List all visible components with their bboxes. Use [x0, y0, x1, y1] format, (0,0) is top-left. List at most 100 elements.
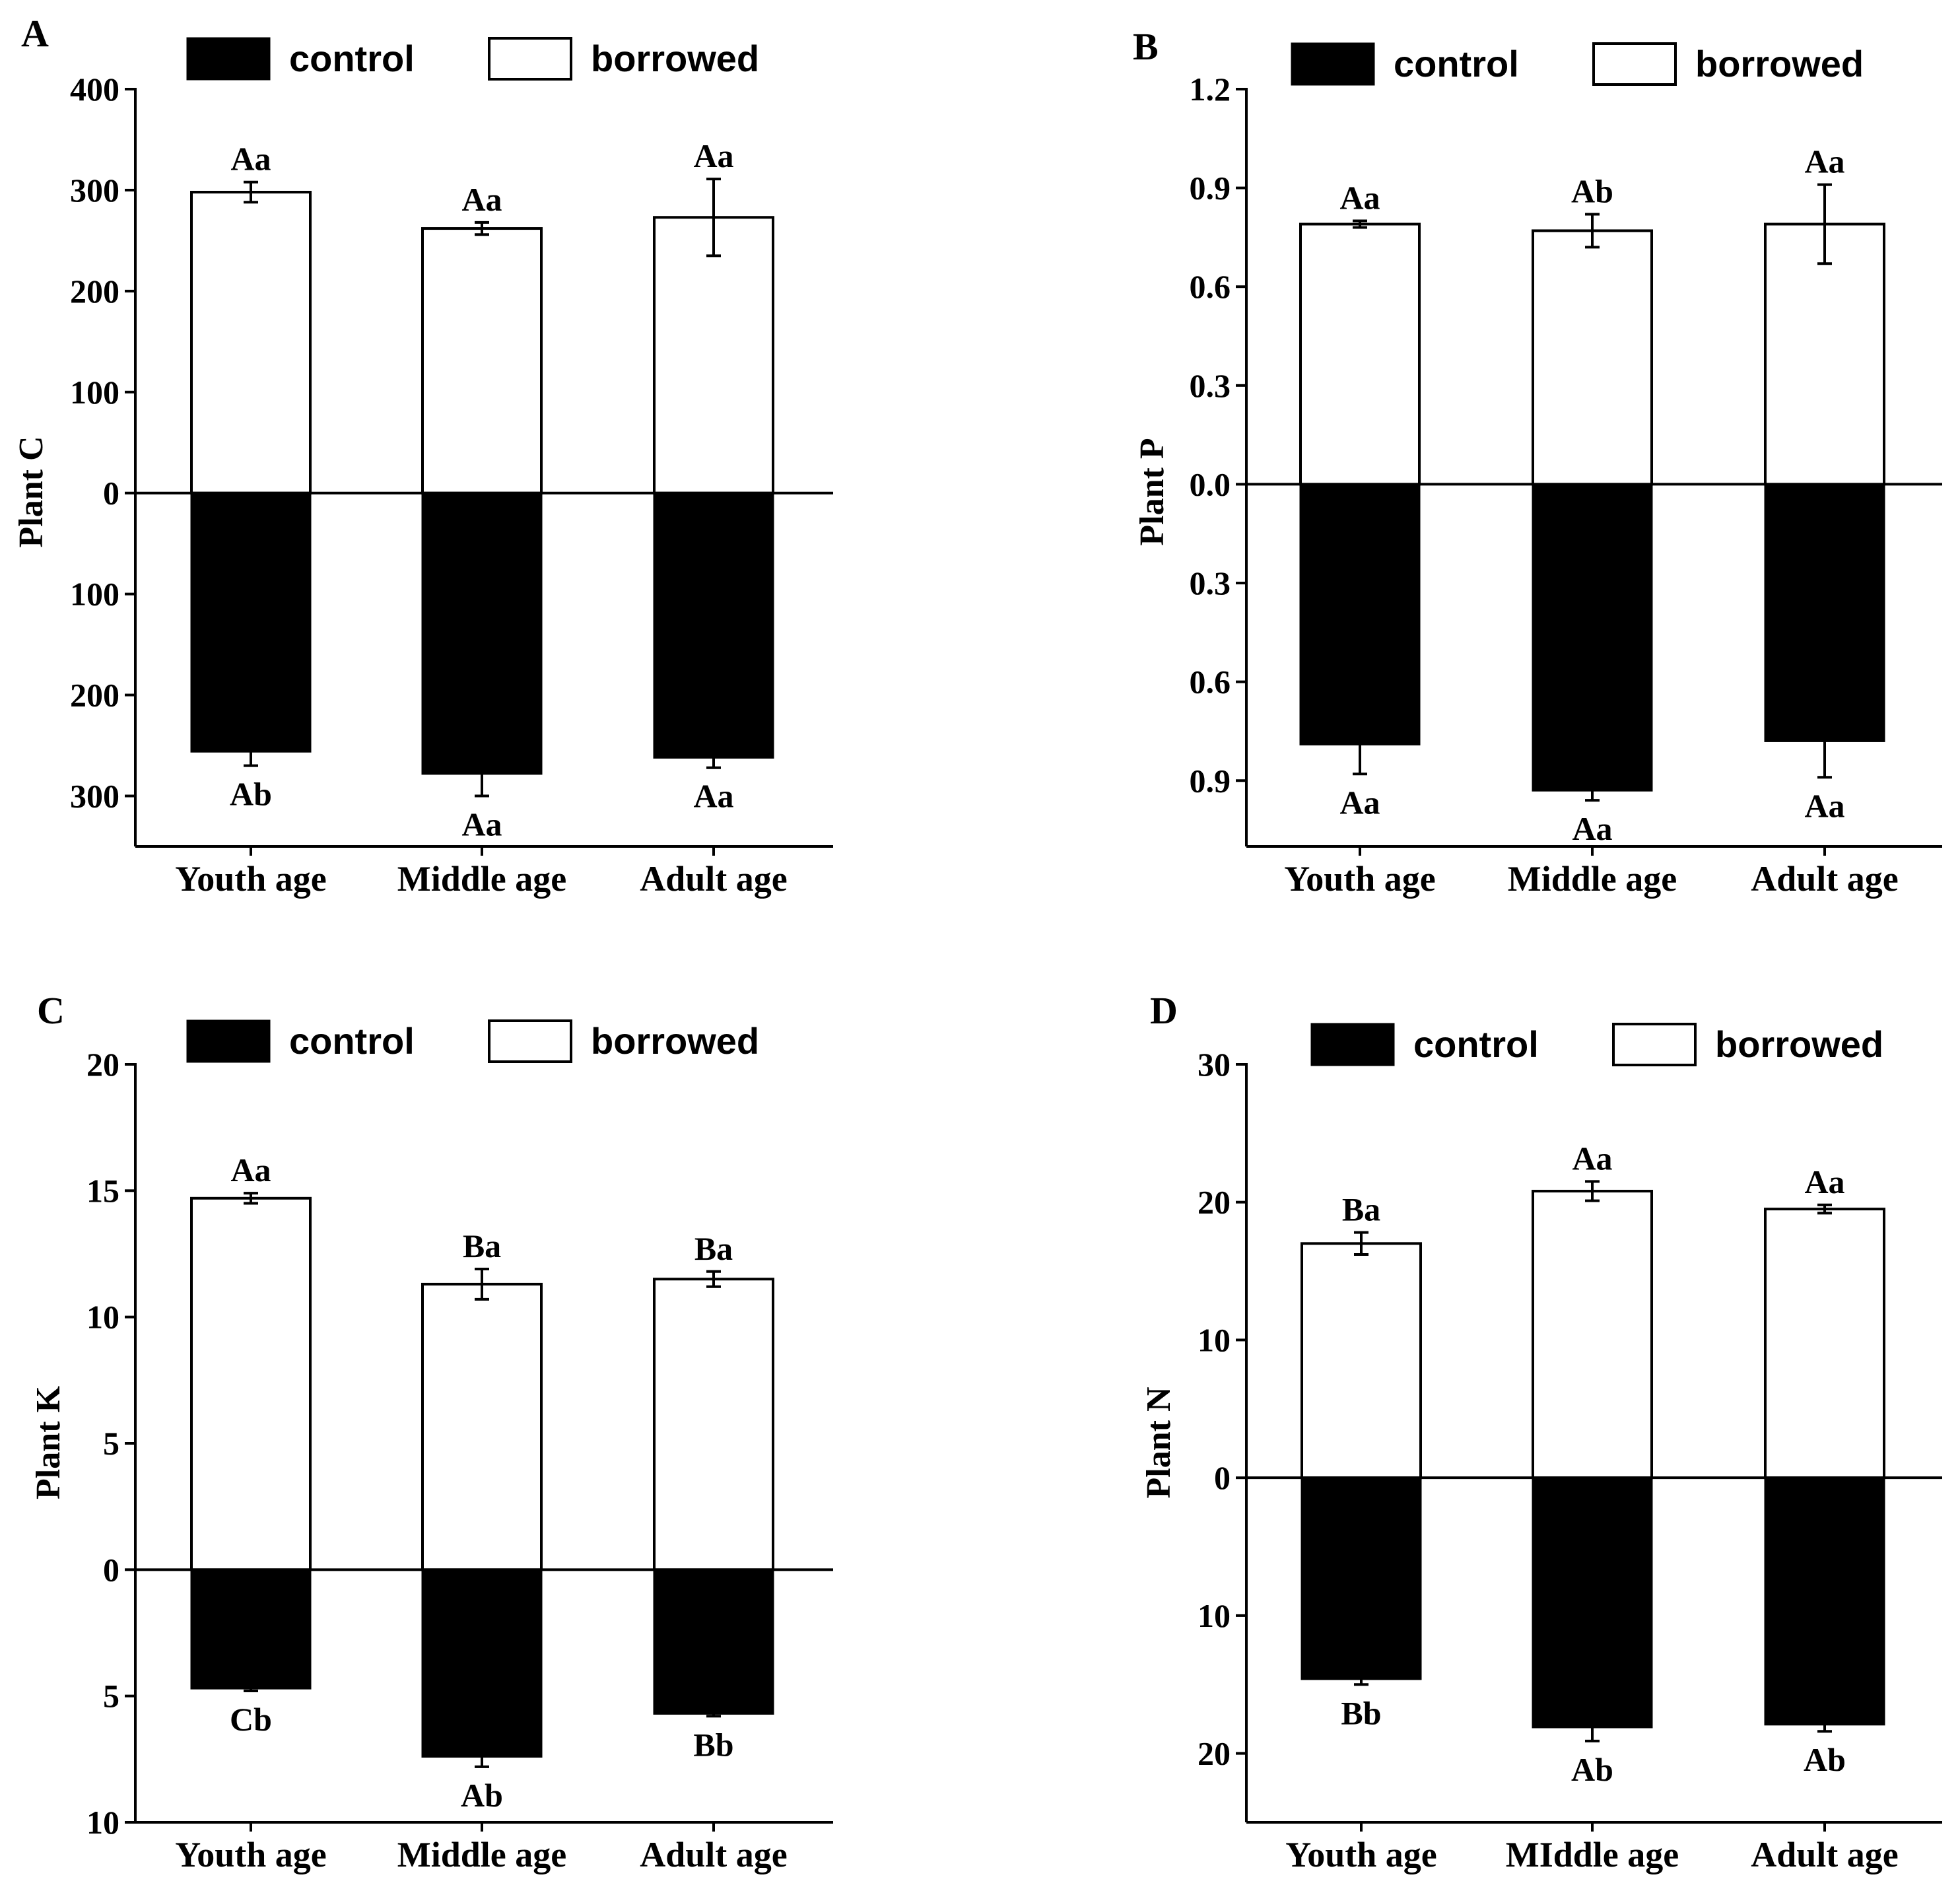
y-tick-label: 0.0 — [1190, 465, 1231, 502]
sig-label-borrowed-1: Ba — [1342, 1191, 1380, 1228]
legend-swatch-control — [186, 1019, 271, 1063]
sig-label-borrowed-1: Aa — [230, 1151, 271, 1188]
x-tick-label-1: Youth age — [175, 1835, 327, 1874]
legend-swatch-borrowed — [488, 1019, 572, 1063]
panel-letter: B — [1133, 25, 1159, 68]
sig-label-borrowed-2: Aa — [461, 181, 502, 218]
legend-label-borrowed: borrowed — [591, 38, 759, 79]
x-tick-label-2: Middle age — [1508, 859, 1677, 899]
y-tick-label: 0.9 — [1190, 762, 1231, 799]
bar-borrowed-1 — [190, 1196, 312, 1571]
y-tick-label: 300 — [70, 172, 119, 209]
legend-label-control: control — [1394, 43, 1519, 85]
legend-swatch-control — [1310, 1023, 1395, 1066]
legend-swatch-control — [1291, 42, 1375, 86]
y-tick-label: 15 — [86, 1172, 119, 1209]
legend-swatch-borrowed — [488, 37, 572, 81]
bar-control-3 — [1764, 1476, 1885, 1726]
sig-label-control-2: Aa — [461, 806, 502, 843]
y-axis-label: Plant P — [1133, 438, 1171, 545]
y-tick-label: 0.6 — [1190, 268, 1231, 305]
bar-control-3 — [653, 1568, 774, 1715]
x-tick-label-2: MIddle age — [1506, 1835, 1679, 1874]
x-tick-label-1: Youth age — [1285, 1835, 1437, 1874]
sig-label-borrowed-3: Ba — [694, 1230, 733, 1267]
bar-borrowed-1 — [190, 190, 312, 495]
sig-label-borrowed-1: Aa — [1339, 179, 1380, 216]
legend-swatch-control — [186, 37, 271, 81]
sig-label-control-1: Cb — [230, 1701, 272, 1738]
y-tick-label: 0.3 — [1190, 367, 1231, 404]
y-tick-label: 300 — [70, 778, 119, 815]
sig-label-control-2: Ab — [461, 1777, 503, 1814]
legend-label-control: control — [289, 1020, 415, 1062]
y-tick-label: 400 — [70, 71, 119, 108]
y-tick-label: 10 — [86, 1804, 119, 1841]
y-tick-label: 0.9 — [1190, 170, 1231, 207]
bar-borrowed-1 — [1301, 1242, 1422, 1480]
x-tick-label-3: Adult age — [640, 1835, 788, 1874]
sig-label-control-1: Ab — [230, 776, 272, 813]
legend-label-borrowed: borrowed — [1715, 1023, 1883, 1065]
legend: control borrowed — [1310, 1023, 1883, 1066]
sig-label-borrowed-3: Aa — [1804, 1163, 1844, 1200]
y-tick-label: 10 — [1198, 1321, 1231, 1358]
bar-control-2 — [421, 1568, 543, 1758]
y-tick-label: 10 — [86, 1299, 119, 1336]
bar-borrowed-3 — [653, 216, 774, 495]
sig-label-borrowed-2: Ab — [1571, 173, 1613, 210]
legend-label-control: control — [289, 38, 415, 79]
x-tick-label-1: Youth age — [175, 859, 327, 899]
bar-borrowed-2 — [1532, 1190, 1653, 1480]
y-tick-label: 100 — [70, 576, 119, 613]
y-tick-label: 0.6 — [1190, 664, 1231, 701]
sig-label-control-3: Aa — [693, 778, 733, 815]
y-tick-label: 5 — [103, 1678, 119, 1715]
x-tick-label-2: Middle age — [397, 1835, 566, 1874]
sig-label-control-3: Aa — [1804, 787, 1844, 824]
sig-label-control-2: Aa — [1572, 810, 1612, 847]
bar-control-3 — [1764, 483, 1885, 742]
bar-control-1 — [190, 492, 312, 753]
sig-label-borrowed-2: Aa — [1572, 1140, 1612, 1177]
y-tick-label: 200 — [70, 677, 119, 714]
y-tick-label: 200 — [70, 273, 119, 310]
y-axis-label: Plant K — [30, 1386, 67, 1499]
legend-label-borrowed: borrowed — [591, 1020, 759, 1062]
sig-label-control-1: Aa — [1339, 784, 1380, 821]
y-tick-label: 20 — [1198, 1735, 1231, 1772]
bar-control-2 — [1532, 483, 1653, 792]
bar-control-2 — [1532, 1476, 1653, 1729]
y-tick-label: 10 — [1198, 1597, 1231, 1634]
panel-letter: D — [1150, 989, 1178, 1032]
bar-control-1 — [1301, 1476, 1422, 1680]
sig-label-borrowed-3: Aa — [1804, 143, 1844, 180]
y-tick-label: 0 — [1214, 1459, 1231, 1496]
x-tick-label-3: Adult age — [1751, 859, 1899, 899]
bar-control-1 — [190, 1568, 312, 1690]
legend: control borrowed — [186, 37, 759, 81]
sig-label-control-3: Ab — [1804, 1741, 1846, 1778]
sig-label-control-2: Ab — [1571, 1751, 1613, 1788]
panel-letter: C — [37, 989, 65, 1032]
y-axis-label: Plant C — [13, 436, 50, 548]
bar-borrowed-2 — [421, 227, 543, 495]
y-tick-label: 0.3 — [1190, 565, 1231, 601]
y-tick-label: 20 — [86, 1046, 119, 1083]
legend-label-borrowed: borrowed — [1695, 43, 1864, 85]
x-tick-label-1: Youth age — [1284, 859, 1436, 899]
y-tick-label: 20 — [1198, 1184, 1231, 1221]
x-tick-label-3: Adult age — [1751, 1835, 1899, 1874]
bar-borrowed-2 — [1532, 229, 1653, 486]
bar-control-3 — [653, 492, 774, 759]
bar-borrowed-3 — [653, 1278, 774, 1571]
sig-label-borrowed-1: Aa — [230, 141, 271, 178]
y-tick-label: 100 — [70, 374, 119, 411]
bar-borrowed-1 — [1299, 223, 1421, 486]
bar-borrowed-3 — [1764, 1208, 1885, 1480]
